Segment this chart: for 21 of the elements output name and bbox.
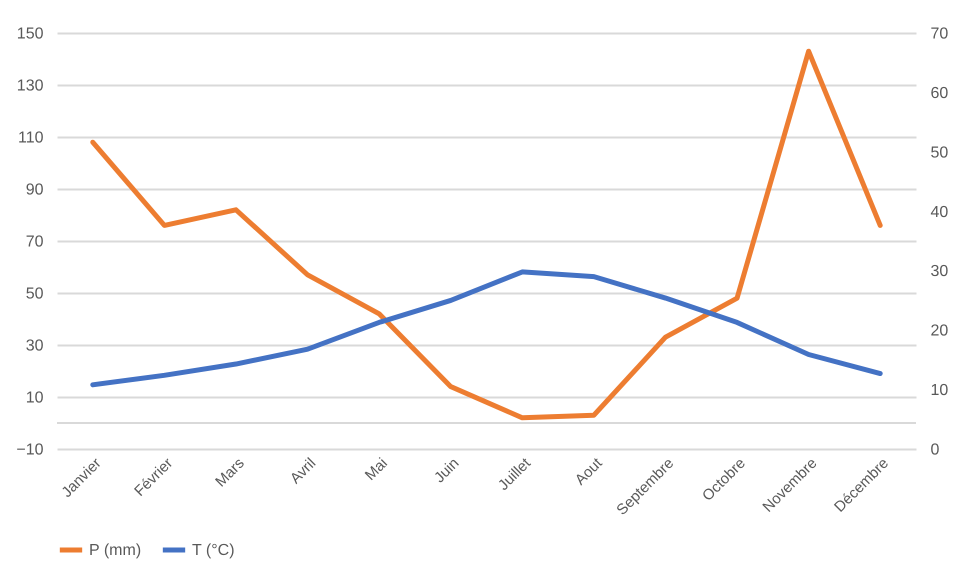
y-tick-label: 150 [16, 26, 44, 42]
y-tick-label: 70 [26, 234, 44, 250]
y-tick-label: 90 [26, 182, 44, 198]
y2-tick-label: 40 [930, 204, 948, 221]
legend-label: T (°C) [192, 542, 235, 559]
y-tick-label: −10 [16, 442, 44, 458]
y2-tick-label: 70 [930, 26, 948, 42]
x-tick-label: Mai [362, 454, 391, 484]
y2-tick-label: 10 [930, 382, 948, 400]
y2-tick-label: 50 [930, 144, 948, 162]
y2-tick-label: 0 [930, 442, 940, 458]
y-tick-label: 110 [18, 130, 44, 146]
y-tick-label: 10 [26, 390, 44, 406]
legend-label: P (mm) [89, 542, 142, 559]
y2-tick-label: 30 [930, 263, 948, 280]
y-tick-label: 30 [26, 338, 44, 354]
y2-tick-label: 20 [930, 322, 948, 340]
x-tick-label: Juin [431, 454, 463, 486]
y-tick-label: 50 [26, 286, 44, 302]
y-tick-label: 130 [16, 78, 44, 94]
y2-tick-label: 60 [930, 84, 948, 102]
